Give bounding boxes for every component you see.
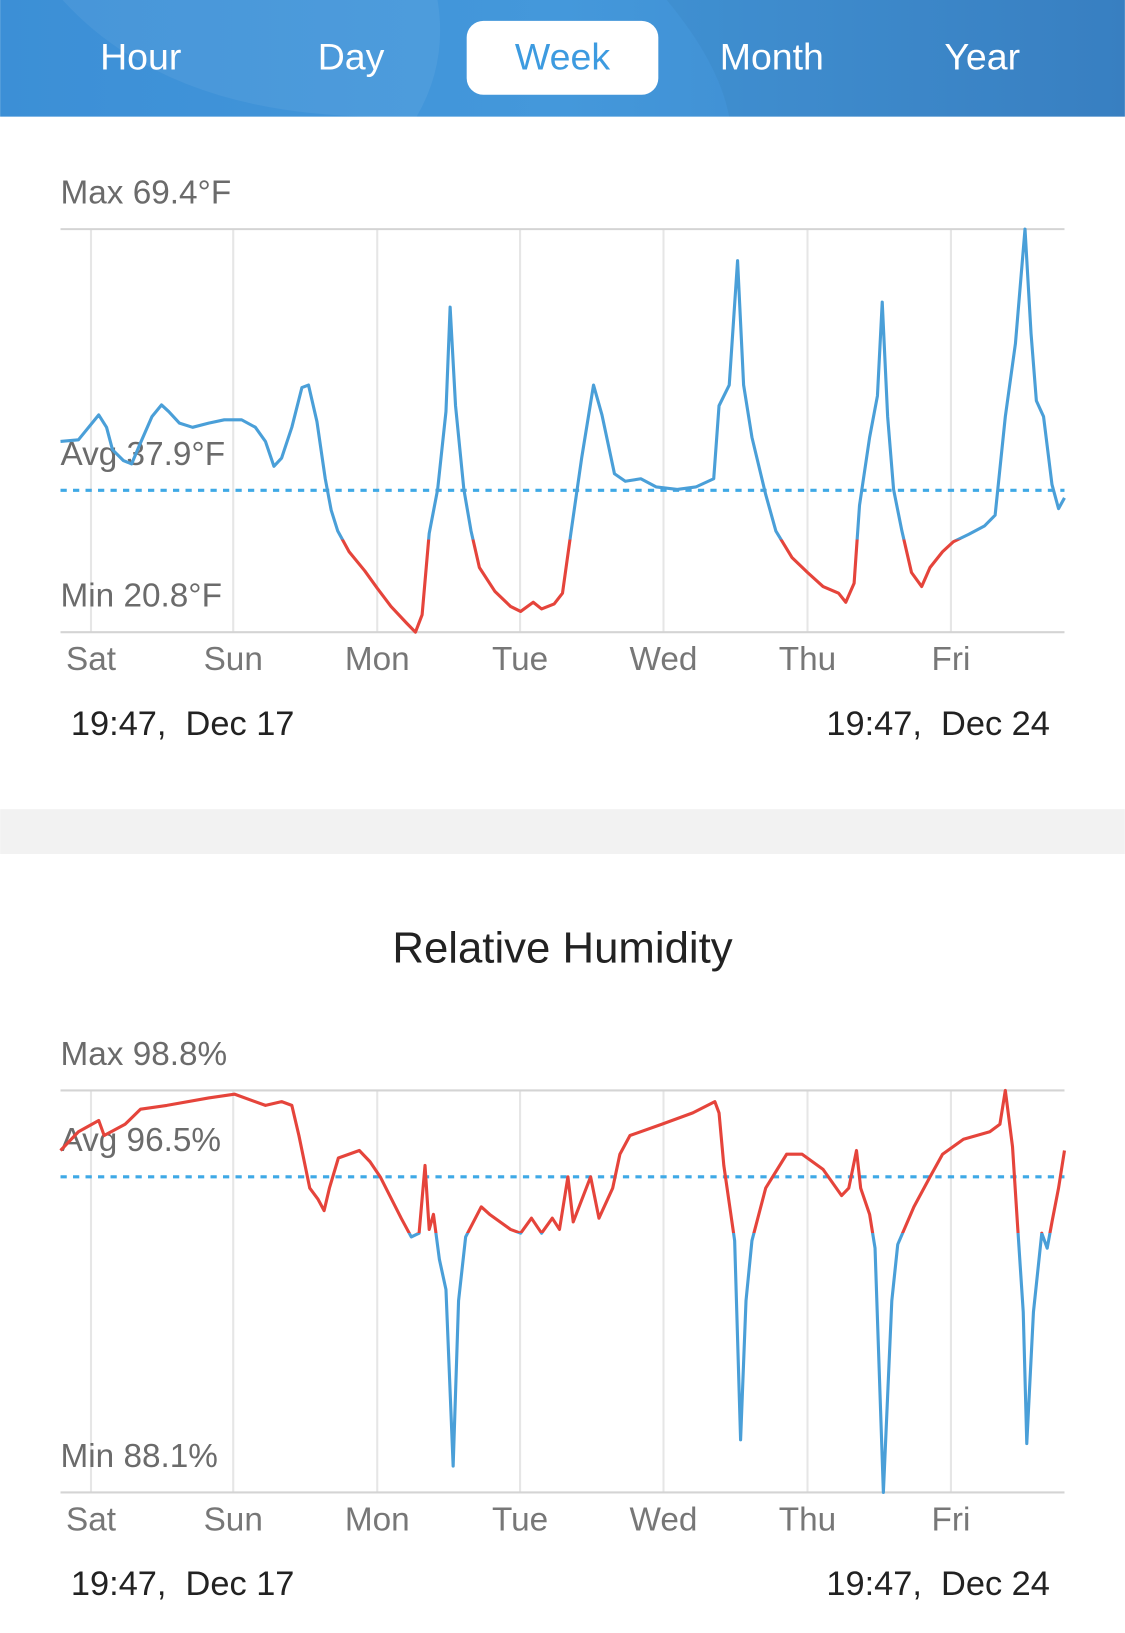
selected-tab-pill [466, 20, 659, 95]
tab[interactable]: Month [720, 35, 824, 77]
range-end: 19:47, Dec 24 [826, 1565, 1049, 1603]
tab[interactable]: Day [318, 35, 385, 77]
y-tick-label: Min 88.1% [61, 1438, 218, 1475]
y-tick-label: Max 98.8% [61, 1036, 228, 1073]
x-tick-label: Mon [345, 641, 410, 678]
x-tick-label: Thu [779, 1501, 836, 1538]
y-tick-label: Min 20.8°F [61, 578, 222, 615]
separator [0, 809, 1125, 854]
x-tick-label: Sun [204, 641, 263, 678]
x-tick-label: Thu [779, 641, 836, 678]
x-tick-label: Sat [66, 641, 117, 678]
range-start: 19:47, Dec 17 [71, 705, 294, 743]
y-tick-label: Avg 37.9°F [61, 436, 226, 473]
x-tick-label: Wed [630, 1501, 698, 1538]
data-line [59, 1088, 1067, 1494]
decoration [62, 0, 441, 117]
range-end: 19:47, Dec 24 [826, 705, 1049, 743]
x-tick-label: Sat [66, 1501, 117, 1538]
x-tick-label: Sun [204, 1501, 263, 1538]
x-tick-label: Tue [492, 1501, 548, 1538]
range-start: 19:47, Dec 17 [71, 1565, 294, 1603]
x-tick-label: Fri [932, 641, 971, 678]
tab[interactable]: Hour [100, 35, 181, 77]
x-tick-label: Fri [932, 1501, 971, 1538]
tab[interactable]: Year [944, 35, 1020, 77]
chart-title: Relative Humidity [392, 923, 732, 972]
tab[interactable]: Week [515, 35, 610, 77]
x-tick-label: Wed [630, 641, 698, 678]
data-line [60, 227, 1066, 634]
y-tick-label: Max 69.4°F [61, 175, 232, 212]
x-tick-label: Tue [492, 641, 548, 678]
x-tick-label: Mon [345, 1501, 410, 1538]
